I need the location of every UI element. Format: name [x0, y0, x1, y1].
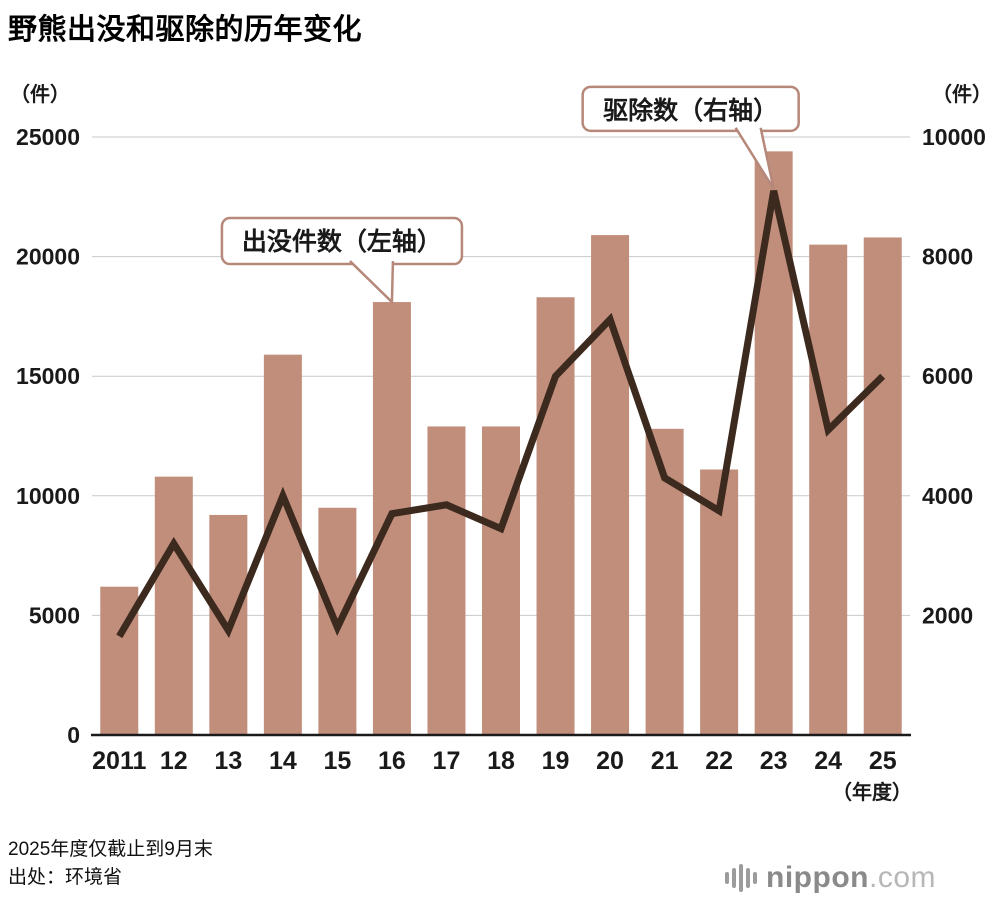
right-axis-tick: 6000	[922, 363, 973, 389]
left-axis-tick: 20000	[16, 244, 80, 270]
line-series	[116, 190, 886, 639]
x-axis-tick: 14	[269, 747, 297, 775]
right-axis-tick: 8000	[922, 244, 973, 270]
bar-17	[427, 426, 466, 735]
x-axis-tick: 12	[160, 747, 188, 775]
callout-tail-border	[349, 260, 395, 305]
left-axis-tick: 15000	[16, 363, 80, 389]
x-axis-tick: 2011	[92, 747, 146, 775]
combo-chart: 0 5000 10000 15000 20000 25000 2000 4000 6000 800…	[10, 82, 992, 804]
x-axis-tick: 25	[869, 747, 897, 775]
left-axis-tick: 25000	[16, 124, 80, 150]
x-axis-unit: （年度）	[832, 780, 912, 804]
bar-19	[536, 297, 575, 735]
x-axis-tick: 23	[760, 747, 788, 775]
x-axis-tick: 18	[487, 747, 515, 775]
x-axis-tick: 24	[814, 747, 842, 775]
footnotes: 2025年度仅截止到9月末 出处：环境省	[8, 836, 213, 892]
logo-text: nippon	[766, 861, 869, 894]
x-axis-tick: 17	[433, 747, 461, 775]
x-axis-tick: 19	[542, 747, 570, 775]
callout-box-removals	[581, 85, 800, 133]
nippon-logo-icon	[725, 864, 758, 892]
bar-20	[591, 235, 630, 735]
callout-label-removals: 驱除数（右轴）	[603, 96, 778, 125]
left-axis-tick: 5000	[29, 602, 80, 628]
right-axis-unit: （件）	[932, 82, 992, 106]
right-axis-tick: 4000	[922, 483, 973, 509]
bar-24	[809, 244, 848, 735]
footnote-source: 出处：环境省	[8, 867, 123, 888]
bar-18	[482, 426, 520, 735]
left-axis-unit: （件）	[10, 82, 70, 106]
x-axis-tick: 21	[651, 747, 679, 775]
right-axis-tick: 2000	[922, 602, 973, 628]
chart-title: 野熊出没和驱除的历年变化	[8, 14, 363, 46]
x-axis-tick: 13	[214, 747, 242, 775]
bar-12	[154, 476, 193, 735]
callout-box-sightings	[220, 216, 464, 266]
callout-label-sightings: 出没件数（左轴）	[242, 227, 442, 256]
footnote-period: 2025年度仅截止到9月末	[8, 839, 213, 860]
bar-25	[863, 237, 902, 736]
nippon-logo[interactable]: nippon.com	[725, 860, 936, 896]
left-axis-tick: 10000	[16, 483, 80, 509]
callout-tail-border	[734, 127, 775, 190]
right-axis-tick: 10000	[922, 124, 986, 150]
x-axis-tick: 22	[705, 747, 733, 775]
left-axis-tick: 0	[67, 722, 80, 748]
x-axis-tick: 20	[596, 747, 624, 775]
logo-tld: .com	[868, 861, 936, 894]
x-axis-tick: 16	[378, 747, 406, 775]
bar-14	[263, 354, 302, 735]
x-axis-tick: 15	[323, 747, 351, 775]
